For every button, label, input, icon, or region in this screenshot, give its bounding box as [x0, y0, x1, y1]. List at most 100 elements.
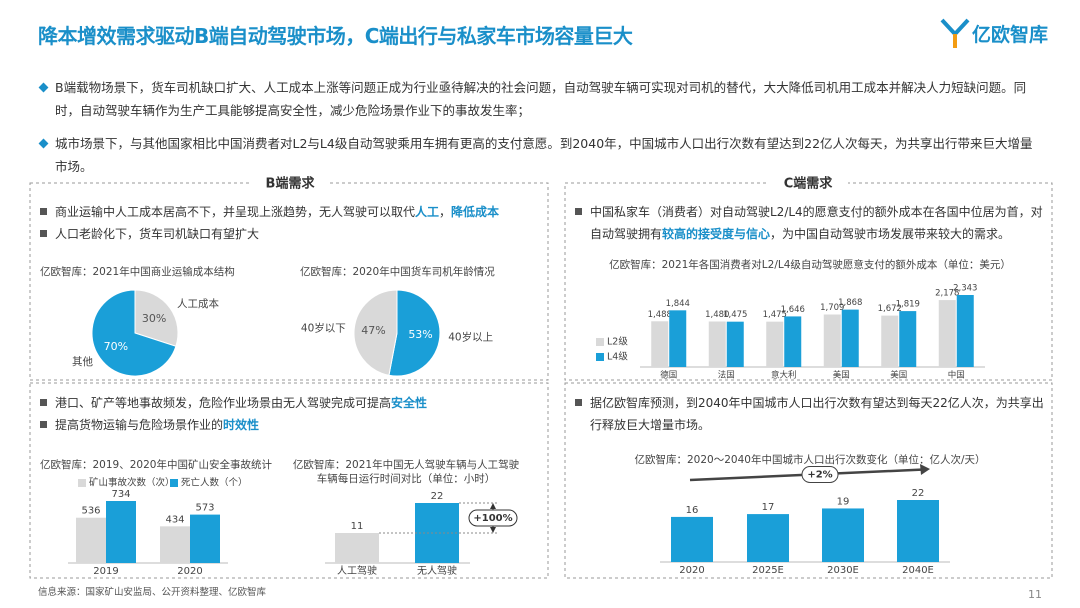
- x-tick-label: 2020: [177, 566, 202, 577]
- value-label: 11: [351, 521, 364, 532]
- arrow-head: [490, 503, 496, 533]
- bullet-list: 商业运输中人工成本居高不下，并呈现上涨趋势，无人驾驶可以取代人工，降低成本人口老…: [38, 201, 543, 245]
- value-label: 22: [431, 491, 444, 502]
- pie-value-label: 70%: [104, 340, 128, 353]
- value-label: 1,672: [878, 304, 902, 314]
- pie-value-label: 30%: [142, 312, 166, 325]
- source: 信息来源：国家矿山安监局、公开资料整理、亿欧智库: [38, 587, 267, 598]
- x-tick-label: 人工驾驶: [337, 564, 377, 577]
- x-tick-label: 2030E: [827, 565, 859, 576]
- bullet-marker: [40, 399, 47, 406]
- value-label: 2,343: [953, 284, 977, 294]
- bullet-list: 港口、矿产等地事故频发，危险作业场景由无人驾驶完成可提高安全性 提高货物运输与危险…: [38, 392, 543, 436]
- pie-category-label: 40岁以上: [448, 331, 493, 344]
- value-label: 16: [686, 505, 699, 516]
- page-title: 降本增效需求驱动B端自动驾驶市场，C端出行与私家车市场容量巨大: [38, 24, 633, 48]
- x-tick-label: 2040E: [902, 565, 934, 576]
- value-label: 734: [111, 489, 130, 500]
- chart-title: 亿欧智库：2019、2020年中国矿山安全事故统计: [40, 459, 272, 471]
- highlight-text: 较高的接受度与信心: [662, 227, 771, 241]
- page-number: 11: [1028, 588, 1042, 601]
- bar: [671, 516, 713, 562]
- chart-title: 亿欧智库：2020～2040年中国城市人口出行次数变化（单位：亿人次/天）: [634, 454, 986, 466]
- bullet: 港口、矿产等地事故频发，危险作业场景由无人驾驶完成可提高安全性: [38, 392, 543, 414]
- bullet-marker: [40, 421, 47, 428]
- chart-title: 亿欧智库：2021年各国消费者对L2/L4级自动驾驶愿意支付的额外成本（单位：美…: [609, 259, 1011, 271]
- bullet: 据亿欧智库预测，到2040年中国城市人口出行次数有望达到每天22亿人次，为共享出…: [573, 392, 1045, 436]
- bullet-text: 中国私家车（消费者）对自动驾驶L2/L4的愿意支付的额外成本在各国中位居为首，对…: [590, 205, 1043, 241]
- bar: [726, 321, 744, 367]
- bullet-text: 据亿欧智库预测，到2040年中国城市人口出行次数有望达到每天22亿人次，为共享出…: [590, 396, 1044, 432]
- value-label: 1,646: [781, 305, 805, 315]
- bullet-marker: [40, 230, 47, 237]
- bar: [335, 533, 379, 563]
- legend-swatch: [78, 479, 86, 487]
- highlight-text: 安全性: [391, 396, 428, 410]
- bullet: B端载物场景下，货车司机缺口扩大、人工成本上涨等问题正成为行业亟待解决的社会问题…: [38, 76, 1043, 122]
- legend-label: 矿山事故次数（次）: [89, 477, 175, 489]
- bar: [899, 311, 917, 367]
- pie-slice: [388, 289, 441, 377]
- bar: [822, 508, 864, 562]
- bullet-list: 据亿欧智库预测，到2040年中国城市人口出行次数有望达到每天22亿人次，为共享出…: [573, 392, 1045, 436]
- value-label: 1,480: [705, 310, 729, 320]
- panel-box: [564, 382, 1053, 579]
- bar: [841, 309, 859, 367]
- panel-title-bg: [768, 175, 848, 191]
- value-label: 22: [912, 488, 925, 499]
- logo-text: 亿欧智库: [972, 24, 1049, 46]
- value-label: 1,819: [896, 300, 920, 310]
- bullet-marker: [38, 82, 49, 93]
- bullet-text: 人口老龄化下，货车司机缺口有望扩大: [55, 227, 260, 241]
- legend-label: 死亡人数（个）: [181, 477, 248, 489]
- legend-swatch: [596, 338, 604, 346]
- pie-slice: [134, 289, 179, 347]
- bar: [76, 517, 106, 563]
- bar: [766, 321, 784, 367]
- bar: [190, 514, 220, 563]
- value-label: 434: [165, 514, 184, 525]
- value-label: 19: [837, 496, 850, 507]
- x-tick-label: 2019: [93, 566, 118, 577]
- pie-slice: [353, 289, 398, 376]
- bullet-text: ，: [439, 205, 452, 219]
- bullet: 人口老龄化下，货车司机缺口有望扩大: [38, 223, 543, 245]
- annotation: +2%: [807, 470, 832, 481]
- legend-swatch: [596, 353, 604, 361]
- x-tick-label: 中国: [948, 370, 965, 381]
- arrow-head: [920, 464, 930, 475]
- panel-title: C端需求: [784, 176, 834, 192]
- bullet-text: 城市场景下，与其他国家相比中国消费者对L2与L4级自动驾驶乘用车拥有更高的支付意…: [55, 136, 1033, 174]
- bullet-marker: [575, 399, 582, 406]
- bar: [708, 321, 726, 367]
- bar: [747, 514, 789, 562]
- value-label: 1,868: [838, 298, 862, 308]
- value-label: 1,488: [648, 310, 672, 320]
- pie-value-label: 53%: [408, 328, 432, 341]
- legend-swatch: [170, 479, 178, 487]
- x-tick-label: 2025E: [752, 565, 784, 576]
- value-label: 1,844: [666, 299, 690, 309]
- chart-title: 亿欧智库：2020年中国货车司机年龄情况: [300, 266, 495, 278]
- value-label: 573: [195, 503, 214, 514]
- highlight-text: 人工: [415, 205, 440, 219]
- bullet-marker: [40, 208, 47, 215]
- value-label: 2,178: [935, 289, 959, 299]
- highlight-text: 降低成本: [451, 205, 500, 219]
- bullet: 商业运输中人工成本居高不下，并呈现上涨趋势，无人驾驶可以取代人工，降低成本: [38, 201, 543, 223]
- pie-category-label: 40岁以下: [301, 321, 346, 334]
- highlight-text: 时效性: [223, 418, 260, 432]
- bullet-marker: [575, 208, 582, 215]
- value-label: 536: [81, 506, 100, 517]
- bar: [651, 321, 669, 367]
- pie-slice: [91, 289, 177, 377]
- x-tick-label: 美国: [890, 370, 907, 381]
- pie-category-label: 人工成本: [177, 297, 219, 310]
- bar: [160, 526, 190, 563]
- chart-title: 亿欧智库：2021年中国无人驾驶车辆与人工驾驶车辆每日运行时间对比（单位：小时）: [292, 459, 520, 485]
- bullet-text: ，为中国自动驾驶市场发展带来较大的需求。: [770, 227, 1011, 241]
- chart-title: 亿欧智库：2021年中国商业运输成本结构: [40, 266, 235, 278]
- value-label: 1,475: [723, 310, 747, 320]
